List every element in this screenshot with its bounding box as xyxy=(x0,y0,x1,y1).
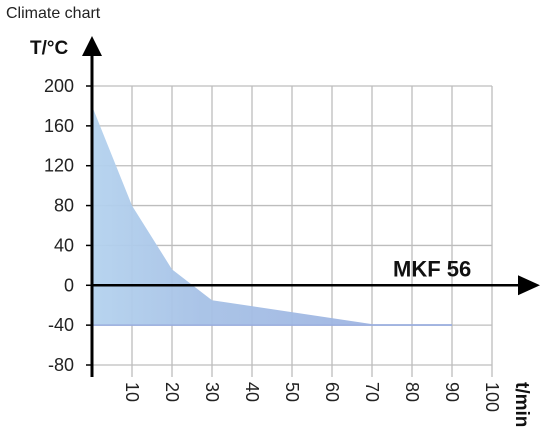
x-axis-arrow-icon xyxy=(518,275,540,296)
area-layer xyxy=(92,105,452,326)
x-tick-labels: 10 20 30 40 50 60 70 80 90 100 xyxy=(122,382,502,412)
x-tick-label: 70 xyxy=(362,382,382,402)
y-axis-arrow-icon xyxy=(82,36,102,56)
x-tick-label: 20 xyxy=(162,382,182,402)
chart-title: Climate chart xyxy=(6,5,101,22)
x-tick-label: 10 xyxy=(122,382,142,402)
x-tick-label: 100 xyxy=(482,382,502,412)
y-tick-label: 160 xyxy=(44,116,74,136)
temperature-range-area xyxy=(92,105,452,326)
y-tick-label: 200 xyxy=(44,76,74,96)
model-annotation: MKF 56 xyxy=(393,256,471,281)
y-tick-label: 0 xyxy=(64,275,74,295)
y-tick-labels: 200 160 120 80 40 0 -40 -80 xyxy=(44,76,74,375)
y-axis-label: T/°C xyxy=(30,38,68,59)
x-tick-label: 90 xyxy=(442,382,462,402)
y-tick-label: 80 xyxy=(54,196,74,216)
axes xyxy=(82,36,540,377)
x-tick-label: 50 xyxy=(282,382,302,402)
y-tick-label: -40 xyxy=(48,315,74,335)
grid-lines xyxy=(92,85,493,377)
y-tick-label: 120 xyxy=(44,156,74,176)
y-tick-label: -80 xyxy=(48,355,74,375)
x-tick-label: 30 xyxy=(202,382,222,402)
x-tick-label: 80 xyxy=(402,382,422,402)
y-tick-label: 40 xyxy=(54,235,74,255)
x-tick-label: 60 xyxy=(322,382,342,402)
x-tick-label: 40 xyxy=(242,382,262,402)
x-axis-label: t/min xyxy=(511,382,532,427)
